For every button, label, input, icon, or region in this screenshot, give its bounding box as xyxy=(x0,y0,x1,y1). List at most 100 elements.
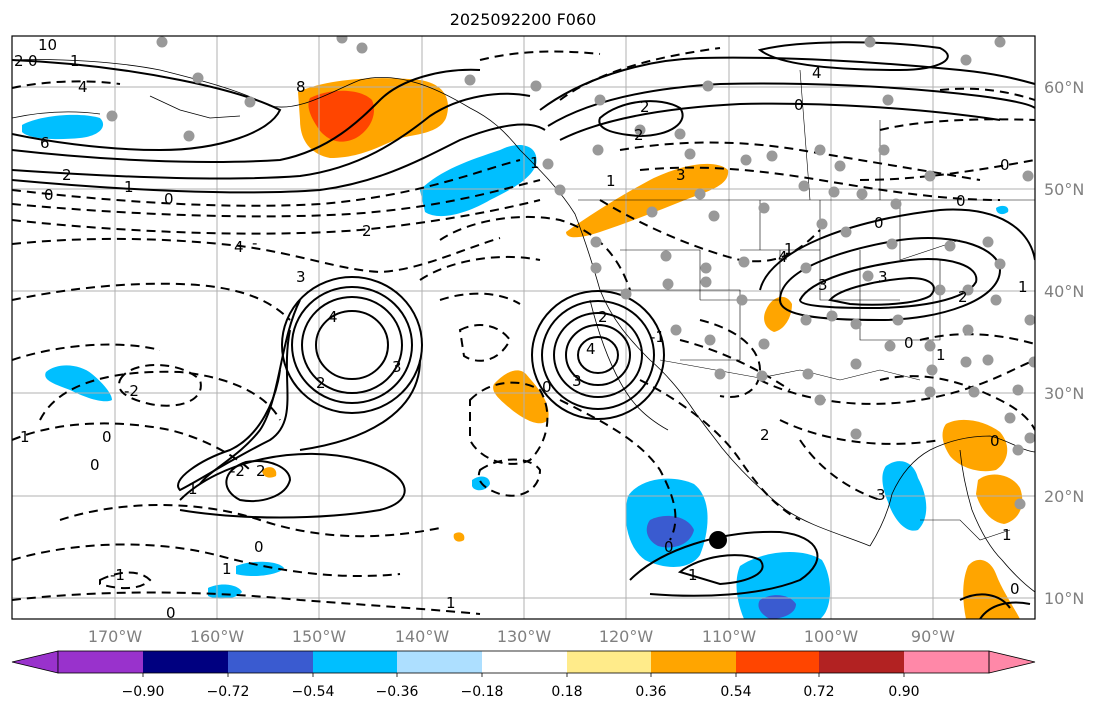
colorbar-tick-label: 0.18 xyxy=(551,684,582,700)
lon-tick: 90°W xyxy=(911,627,955,646)
contour-label: 2 xyxy=(598,308,608,326)
contour-label: -1 xyxy=(110,566,125,584)
colorbar-tick-label: −0.18 xyxy=(461,684,504,700)
colorbar-over-triangle xyxy=(988,650,1036,674)
map-plot-area: 10 6 4 0 1 2 8 - 4 3 2 0 2 1 0 4 3 2 3 2… xyxy=(12,36,1035,622)
contour-label: 3 xyxy=(296,268,306,286)
contour-label: 0 xyxy=(44,186,54,204)
contour-label: 2 xyxy=(362,222,372,240)
colorbar-bin xyxy=(313,651,397,673)
lat-tick: 10°N xyxy=(1044,589,1084,608)
negative-anomaly-shading xyxy=(45,365,112,402)
contour-label: 4 xyxy=(812,64,822,82)
colorbar-bin xyxy=(567,651,651,673)
colorbar-under-triangle xyxy=(11,650,59,674)
contour-label: 1 xyxy=(936,346,946,364)
positive-anomaly-shading xyxy=(453,532,465,542)
contour-label: 2 xyxy=(634,126,644,144)
dashed-contours xyxy=(12,47,1035,615)
positive-anomaly-shading xyxy=(942,419,1008,472)
contour-label: 0 xyxy=(874,214,884,232)
colorbar-bin xyxy=(819,651,904,673)
lon-tick: 120°W xyxy=(599,627,654,646)
contour-label: 0 xyxy=(794,96,804,114)
contour-label: 3 xyxy=(392,358,402,376)
contour-label: 0 xyxy=(1000,156,1010,174)
contour-label: 2 xyxy=(14,52,24,70)
contour-label: 3 xyxy=(818,276,828,294)
contour-label: 1 xyxy=(124,178,134,196)
negative-anomaly-shading xyxy=(236,561,284,576)
contour-label: 3 xyxy=(676,166,686,184)
contour-label: 0 xyxy=(90,456,100,474)
lat-tick: 40°N xyxy=(1044,282,1084,301)
contour-label: 2 xyxy=(640,98,650,116)
contour-label: 0 xyxy=(956,192,966,210)
positive-anomaly-shading xyxy=(976,474,1023,524)
lat-tick: 50°N xyxy=(1044,180,1084,199)
contour-label: 8 xyxy=(296,78,306,96)
lon-tick: 160°W xyxy=(190,627,245,646)
contour-label: 3 xyxy=(876,486,886,504)
political-borders xyxy=(578,69,1035,541)
lon-tick: 170°W xyxy=(88,627,143,646)
contour-label: 2 xyxy=(316,374,326,392)
contour-labels: 10 6 4 0 1 2 8 - 4 3 2 0 2 1 0 4 3 2 3 2… xyxy=(14,36,1028,622)
contour-label: 1 xyxy=(1002,526,1012,544)
negative-anomaly-shading-dark xyxy=(758,595,796,619)
colorbar-tick-label: 0.54 xyxy=(720,684,751,700)
contour-label: 0 xyxy=(990,432,1000,450)
positive-anomaly-shading xyxy=(493,370,549,424)
contour-label: 4 xyxy=(778,248,788,266)
lon-tick: 150°W xyxy=(292,627,347,646)
positive-anomaly-shading xyxy=(764,296,792,332)
contour-label: 1 xyxy=(784,240,794,258)
map-gridlines xyxy=(12,36,1035,619)
contour-label: 4 xyxy=(234,238,244,256)
contour-label: 3 xyxy=(878,268,888,286)
contour-label: - xyxy=(252,234,257,252)
contour-label: 0 xyxy=(1010,580,1020,598)
colorbar-tick-label: 0.90 xyxy=(888,684,919,700)
colorbar-tick-label: 0.72 xyxy=(803,684,834,700)
colorbar-tick-label: −0.90 xyxy=(122,684,165,700)
colorbar-tick-label: −0.72 xyxy=(207,684,250,700)
contour-label: 1 xyxy=(606,172,616,190)
lat-tick: 20°N xyxy=(1044,487,1084,506)
colorbar-bin xyxy=(228,651,313,673)
negative-anomaly-shading xyxy=(996,205,1009,215)
contour-label: 10 xyxy=(38,36,57,54)
contour-label: 1 xyxy=(70,52,80,70)
contour-label: 0 xyxy=(542,378,552,396)
negative-anomaly-shading xyxy=(22,114,104,140)
contour-label: 0 xyxy=(28,52,38,70)
lon-tick: 100°W xyxy=(804,627,859,646)
colorbar-bin xyxy=(651,651,736,673)
colorbar-bin xyxy=(58,651,143,673)
colorbar-bin xyxy=(397,651,482,673)
colorbar-tick-label: −0.54 xyxy=(292,684,335,700)
contour-label: 0 xyxy=(904,334,914,352)
contour-label: 1 xyxy=(446,594,456,612)
solid-contours xyxy=(12,41,1035,619)
contour-label: -1 xyxy=(650,328,665,346)
colorbar: −0.90 −0.72 −0.54 −0.36 −0.18 0.18 0.36 … xyxy=(11,650,1036,700)
lon-tick: 140°W xyxy=(395,627,450,646)
colorbar-tick-label: −0.36 xyxy=(376,684,419,700)
contour-label: 0 xyxy=(254,538,264,556)
contour-label: 0 xyxy=(102,428,112,446)
lon-tick: 110°W xyxy=(702,627,757,646)
contour-label: 2 xyxy=(62,166,72,184)
lat-tick: 60°N xyxy=(1044,78,1084,97)
contour-label: 2 xyxy=(256,462,266,480)
station-markers xyxy=(106,36,1035,510)
contour-label: 4 xyxy=(328,308,338,326)
contour-label: 4 xyxy=(586,340,596,358)
positive-anomaly-core xyxy=(308,90,375,142)
contour-label: 0 xyxy=(164,190,174,208)
positive-anomaly-shading xyxy=(262,467,277,478)
colorbar-tick-label: 0.36 xyxy=(635,684,666,700)
contour-label: 0 xyxy=(166,604,176,622)
lat-tick: 30°N xyxy=(1044,384,1084,403)
